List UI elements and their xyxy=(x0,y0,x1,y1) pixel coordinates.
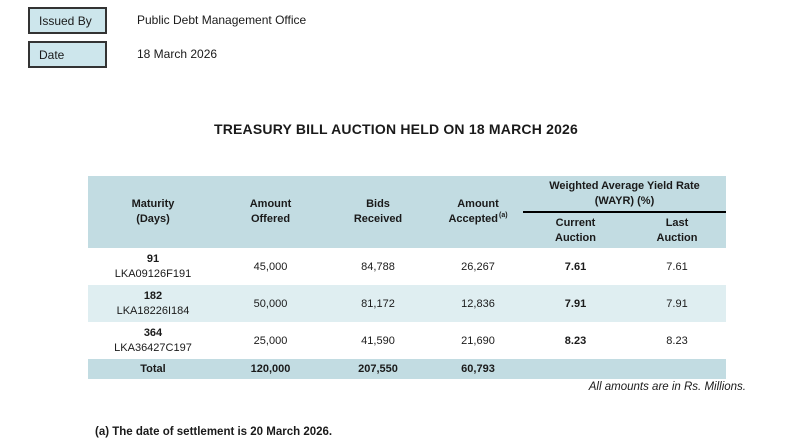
table-row-91: 91 LKA09126F191 45,000 84,788 26,267 7.6… xyxy=(88,248,726,285)
amount-offered-cell: 45,000 xyxy=(253,260,288,273)
total-row: Total 120,000 207,550 60,793 xyxy=(88,359,726,379)
amounts-note: All amounts are in Rs. Millions. xyxy=(588,381,746,393)
table-row-182: 182 LKA18226I184 50,000 81,172 12,836 7.… xyxy=(88,285,726,322)
amount-offered-cell: 25,000 xyxy=(253,334,288,347)
bids-received-cell: 81,172 xyxy=(323,285,433,322)
table-row-364: 364 LKA36427C197 25,000 41,590 21,690 8.… xyxy=(88,322,726,359)
amount-accepted-cell: 12,836 xyxy=(433,285,523,322)
page-title: TREASURY BILL AUCTION HELD ON 18 MARCH 2… xyxy=(213,121,579,137)
maturity-days: 182 xyxy=(143,289,163,302)
amount-accepted-cell: 21,690 xyxy=(461,334,495,347)
isin-code: LKA18226I184 xyxy=(116,304,190,317)
total-wayr-current xyxy=(523,359,628,379)
col-header-maturity: Maturity (Days) xyxy=(88,176,218,248)
col-header-last-auction: Last Auction xyxy=(628,212,726,248)
total-bids-received: 207,550 xyxy=(323,359,433,379)
issued-by-label: Issued By xyxy=(39,13,92,28)
total-label: Total xyxy=(88,359,218,379)
isin-code: LKA09126F191 xyxy=(114,267,192,280)
settlement-footnote: (a) The date of settlement is 20 March 2… xyxy=(95,426,333,438)
footnote-marker: (a) xyxy=(498,212,508,220)
col-header-amount-accepted: Amount Accepted(a) xyxy=(433,176,523,248)
maturity-cell: 91 LKA09126F191 xyxy=(88,248,218,285)
amount-accepted-cell: 26,267 xyxy=(461,260,495,273)
table-header: Maturity (Days) Amount Offered Bids Rece… xyxy=(88,176,726,248)
wayr-last-cell: 8.23 xyxy=(666,334,688,347)
wayr-current-cell: 8.23 xyxy=(564,334,587,347)
maturity-days: 364 xyxy=(143,326,163,339)
isin-code: LKA36427C197 xyxy=(114,341,192,354)
total-amount-offered: 120,000 xyxy=(218,359,323,379)
date-box: Date xyxy=(28,41,107,68)
col-header-bids-received: Bids Received xyxy=(323,176,433,248)
date-label: Date xyxy=(39,47,65,62)
maturity-days: 91 xyxy=(146,252,160,265)
wayr-current-cell: 7.91 xyxy=(523,285,628,322)
total-amount-accepted: 60,793 xyxy=(433,359,523,379)
issued-by-value: Public Debt Management Office xyxy=(137,13,307,27)
auction-table: Maturity (Days) Amount Offered Bids Rece… xyxy=(88,176,726,379)
maturity-cell: 182 LKA18226I184 xyxy=(88,285,218,322)
date-value: 18 March 2026 xyxy=(137,47,218,61)
col-header-amount-offered: Amount Offered xyxy=(218,176,323,248)
total-wayr-last xyxy=(628,359,726,379)
bids-received-cell: 84,788 xyxy=(361,260,395,273)
col-header-wayr-group: Weighted Average Yield Rate (WAYR) (%) xyxy=(523,176,726,213)
wayr-current-cell: 7.61 xyxy=(564,260,587,273)
wayr-last-cell: 7.91 xyxy=(628,285,726,322)
bids-received-cell: 41,590 xyxy=(361,334,395,347)
issued-by-box: Issued By xyxy=(28,7,107,34)
amount-offered-cell: 50,000 xyxy=(218,285,323,322)
wayr-last-cell: 7.61 xyxy=(666,260,688,273)
maturity-cell: 364 LKA36427C197 xyxy=(88,322,218,359)
col-header-current-auction: Current Auction xyxy=(523,212,628,248)
